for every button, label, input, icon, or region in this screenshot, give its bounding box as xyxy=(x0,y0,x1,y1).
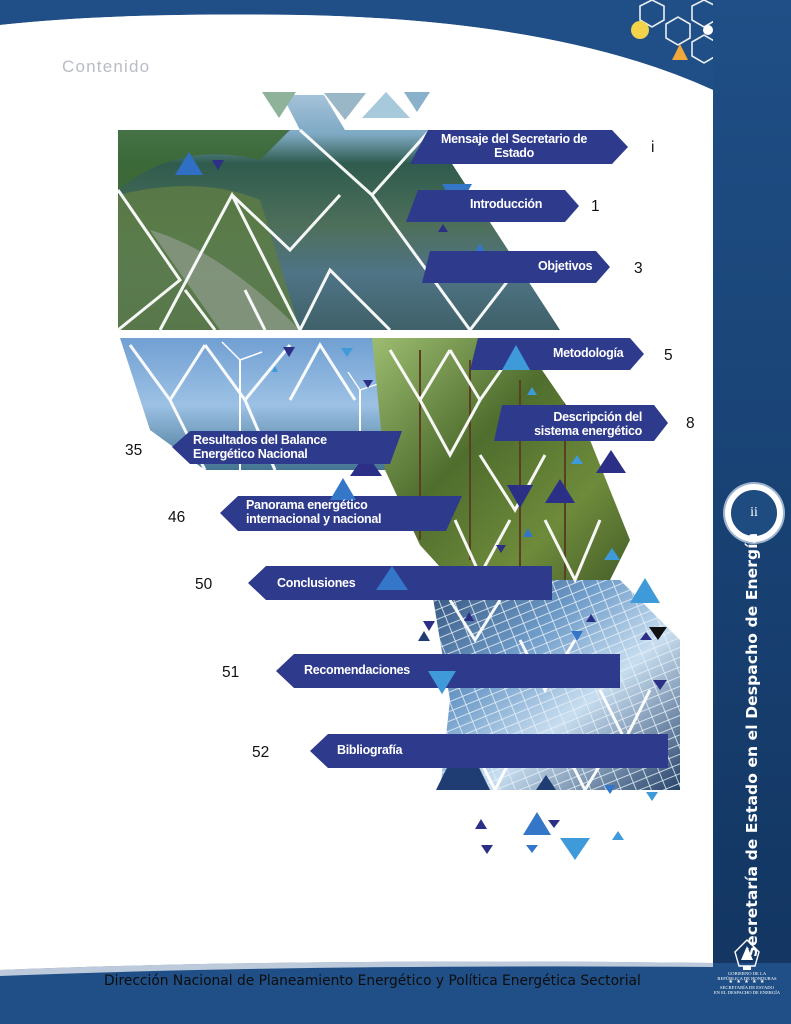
toc-page-5[interactable]: 35 xyxy=(125,442,143,459)
toc-label-6-line2: internacional y nacional xyxy=(246,512,382,526)
toc-page-0[interactable]: i xyxy=(651,139,655,156)
toc-arrow-9[interactable] xyxy=(310,734,668,768)
toc-label-1[interactable]: Introducción xyxy=(470,197,542,211)
coat-of-arms-icon xyxy=(734,939,760,970)
emblem-text-line4: EN EL DESPACHO DE ENERGÍA xyxy=(713,990,781,995)
footer-band xyxy=(0,961,791,1024)
toc-label-9[interactable]: Bibliografía xyxy=(337,743,402,757)
emblem-text-line3: SECRETARÍA DE ESTADO xyxy=(720,985,774,990)
toc-label-7[interactable]: Conclusiones xyxy=(277,576,356,590)
toc-label-0-line2: Estado xyxy=(494,146,534,160)
toc-label-5-line1: Resultados del Balance xyxy=(193,433,327,447)
toc-arrow-4[interactable] xyxy=(494,405,668,441)
toc-arrow-2[interactable] xyxy=(422,251,610,283)
plug-icon xyxy=(703,25,713,35)
toc-page-8[interactable]: 51 xyxy=(222,664,240,681)
toc-label-5[interactable]: Resultados del Balance Energético Nacion… xyxy=(193,433,327,461)
toc-label-0[interactable]: Mensaje del Secretario de Estado xyxy=(430,132,598,160)
toc-page-6[interactable]: 46 xyxy=(168,509,186,526)
toc-label-4[interactable]: Descripción del sistema energético xyxy=(520,410,642,438)
toc-page-1[interactable]: 1 xyxy=(591,198,600,215)
emblem-text-line1: GOBIERNO DE LA xyxy=(727,971,767,976)
toc-label-9-line1: Bibliografía xyxy=(337,743,403,757)
toc-arrow-0[interactable] xyxy=(410,130,628,164)
emblem-text-line2: REPÚBLICA DE HONDURAS xyxy=(717,976,777,981)
toc-arrow-1[interactable] xyxy=(406,190,579,222)
toc-label-2-line1: Objetivos xyxy=(538,259,593,273)
government-emblem: GOBIERNO DE LA REPÚBLICA DE HONDURAS ★ ★… xyxy=(709,938,785,1008)
toc-label-1-line1: Introducción xyxy=(470,197,543,211)
footer-text: Dirección Nacional de Planeamiento Energ… xyxy=(104,973,641,989)
toc-page-2[interactable]: 3 xyxy=(634,260,643,277)
toc-label-7-line1: Conclusiones xyxy=(277,576,356,590)
toc-label-3-line1: Metodología xyxy=(553,346,624,360)
toc-page-3[interactable]: 5 xyxy=(664,347,673,364)
page-number-badge-inner: ii xyxy=(729,488,779,538)
toc-label-8-line1: Recomendaciones xyxy=(304,663,410,677)
toc-label-3[interactable]: Metodología xyxy=(553,346,624,360)
section-heading: Contenido xyxy=(62,57,151,76)
toc-page-9[interactable]: 52 xyxy=(252,744,270,761)
toc-page-4[interactable]: 8 xyxy=(686,415,695,432)
toc-page-7[interactable]: 50 xyxy=(195,576,213,593)
page-number-badge: ii xyxy=(725,484,783,542)
toc-label-5-line2: Energético Nacional xyxy=(193,447,308,461)
flame-icon xyxy=(672,44,688,60)
page-number: ii xyxy=(750,505,758,520)
emblem-stars: ★ ★ ★ ★ ★ xyxy=(728,979,766,985)
toc-label-0-line1: Mensaje del Secretario de xyxy=(440,132,588,146)
toc-label-6-line1: Panorama energético xyxy=(246,498,368,512)
lightbulb-icon xyxy=(631,21,649,39)
toc-label-4-line1: Descripción del xyxy=(553,410,642,424)
toc-label-6[interactable]: Panorama energético internacional y naci… xyxy=(246,498,382,526)
toc-arrow-6[interactable] xyxy=(220,496,462,531)
toc-arrow-5[interactable] xyxy=(172,431,402,464)
toc-label-2[interactable]: Objetivos xyxy=(538,259,593,273)
toc-label-8[interactable]: Recomendaciones xyxy=(304,663,410,677)
toc-label-4-line2: sistema energético xyxy=(534,424,642,438)
